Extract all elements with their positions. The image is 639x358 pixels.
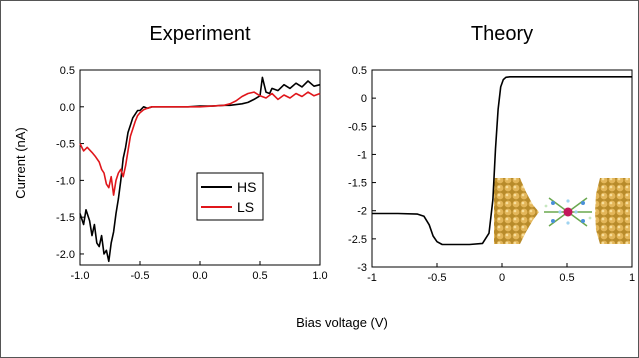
experiment-series: [79, 76, 321, 263]
metal-center: [563, 207, 573, 217]
theory-ytick-label: -3: [357, 262, 367, 274]
shared-xlabel: Bias voltage (V): [296, 315, 388, 330]
theory-ytick-label: 0: [361, 93, 367, 105]
experiment-xtick-label: 0.0: [192, 270, 207, 282]
theory-xtick-label: -1: [367, 272, 377, 284]
experiment-ytick-label: -1.0: [56, 175, 75, 187]
legend-box: [196, 172, 264, 221]
theory-ytick-label: -1: [357, 149, 367, 161]
experiment-xtick-label: -0.5: [131, 270, 150, 282]
theory-ytick-label: -2: [357, 206, 367, 218]
experiment-ytick-label: 0.5: [60, 65, 75, 77]
molecule: [544, 197, 592, 227]
theory-ytick-label: -1.5: [348, 178, 367, 190]
left-gold-electrode: [494, 178, 539, 244]
theory-ytick-label: 0.5: [352, 65, 367, 77]
experiment-xtick-label: 0.5: [252, 270, 267, 282]
theory-xtick-label: 0: [499, 272, 505, 284]
experiment-xtick-label: 1.0: [312, 270, 327, 282]
theory-panel: Theory -1 -0.5 0 0.5 1 0.5 0 -0.5 -1 -1.5 -2 -2.5 -3: [348, 23, 635, 284]
experiment-panel: Experiment Current (nA) -1.0 -0.5 0.0 0.5 1.…: [13, 23, 328, 282]
theory-ticks: -1 -0.5 0 0.5 1 0.5 0 -0.5 -1 -1.5 -2 -2.5 -3: [348, 65, 635, 284]
theory-series: [372, 76, 632, 246]
theory-ytick-label: -0.5: [348, 121, 367, 133]
experiment-ytick-label: -0.5: [56, 139, 75, 151]
experiment-title: Experiment: [149, 23, 251, 45]
legend-label-hs: HS: [237, 179, 256, 195]
experiment-ytick-label: -2.0: [56, 249, 75, 261]
experiment-series-line-ls: [79, 91, 321, 196]
theory-title: Theory: [471, 23, 533, 45]
experiment-ytick-label: -1.5: [56, 212, 75, 224]
theory-series-line-0: [372, 76, 632, 246]
right-gold-electrode: [595, 178, 630, 244]
theory-xtick-label: -0.5: [428, 272, 447, 284]
experiment-xtick-label: -1.0: [71, 270, 90, 282]
experiment-ticks: -1.0 -0.5 0.0 0.5 1.0 0.5 0.0 -0.5 -1.0 -1.5 -2.0: [56, 65, 328, 282]
legend-label-ls: LS: [237, 199, 254, 215]
theory-xtick-label: 1: [629, 272, 635, 284]
molecular-junction-illustration: [494, 178, 630, 244]
experiment-legend: HS LS: [196, 172, 264, 221]
theory-xtick-label: 0.5: [559, 272, 574, 284]
theory-ytick-label: -2.5: [348, 234, 367, 246]
experiment-ylabel: Current (nA): [13, 127, 28, 199]
experiment-ytick-label: 0.0: [60, 102, 75, 114]
